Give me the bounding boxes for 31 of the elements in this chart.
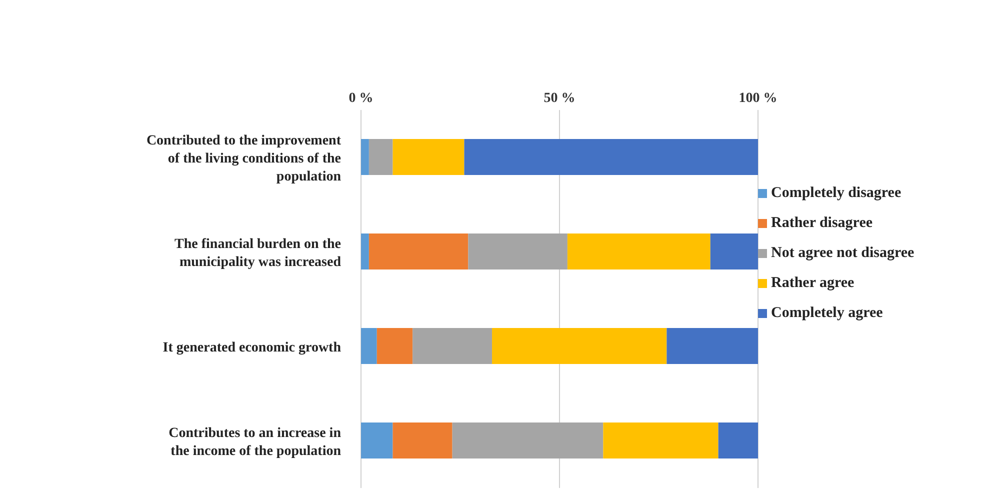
bar <box>392 139 464 175</box>
legend-label: Not agree not disagree <box>771 245 914 261</box>
bar <box>368 139 393 175</box>
x-tick-label: 50 % <box>544 91 576 106</box>
bar <box>666 328 758 364</box>
y-tick-label: Contributed to the improvement of the living conditions of the population <box>146 133 342 184</box>
bar <box>368 234 468 270</box>
bar <box>710 234 758 270</box>
legend-label: Completely disagree <box>771 185 902 201</box>
bar <box>376 328 413 364</box>
bar <box>464 139 758 175</box>
legend-label: Completely agree <box>771 305 883 321</box>
bar <box>567 234 710 270</box>
bar <box>361 328 377 364</box>
bar <box>361 139 369 175</box>
bar <box>718 422 758 458</box>
y-tick-label: The financial burden on the municipality was increased <box>174 236 342 270</box>
legend-label: Rather agree <box>771 275 854 291</box>
x-tick-label: 0 % <box>348 91 374 106</box>
bar <box>361 234 369 270</box>
bar <box>361 422 393 458</box>
bar <box>468 234 568 270</box>
bar <box>603 422 718 458</box>
y-tick-label: Contributes to an increase in the income of the population <box>168 426 342 459</box>
series-label: Rather disagree <box>771 215 873 231</box>
bar <box>412 328 492 364</box>
y-tick-label: It generated economic growth <box>162 340 342 356</box>
x-tick-label: 100 % <box>738 91 778 106</box>
bar <box>452 422 604 458</box>
bar <box>392 422 452 458</box>
bar <box>492 328 667 364</box>
